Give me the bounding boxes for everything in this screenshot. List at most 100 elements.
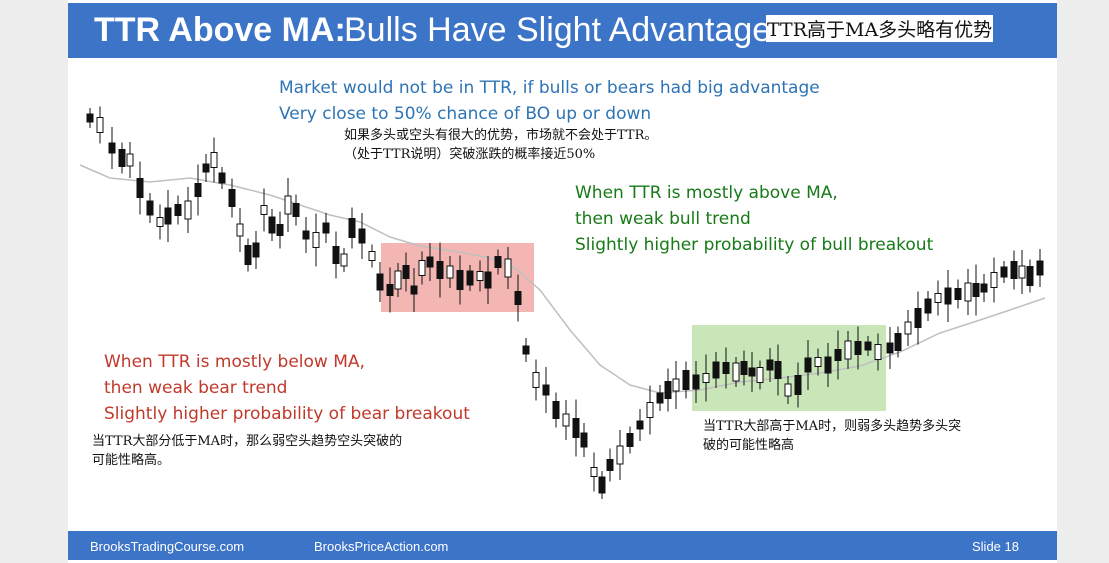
candlestick bbox=[394, 263, 402, 297]
candlestick bbox=[410, 268, 418, 312]
candlestick bbox=[1000, 261, 1008, 283]
note-top-english: Market would not be in TTR, if bulls or … bbox=[279, 75, 820, 127]
candlestick bbox=[598, 471, 606, 499]
candlestick bbox=[466, 265, 474, 291]
candlestick bbox=[164, 190, 172, 242]
candlestick bbox=[646, 385, 654, 435]
candlestick bbox=[436, 242, 444, 298]
candlestick bbox=[456, 255, 464, 305]
candlestick bbox=[580, 423, 588, 457]
candlestick bbox=[194, 164, 202, 216]
candlestick bbox=[1010, 250, 1018, 290]
note-bear-line-1: When TTR is mostly below MA, bbox=[104, 352, 365, 372]
candlestick bbox=[312, 213, 320, 267]
candlestick bbox=[616, 430, 624, 480]
note-bear-line-3: Slightly higher probability of bear brea… bbox=[104, 404, 470, 424]
note-top-line-2: Very close to 50% chance of BO up or dow… bbox=[279, 104, 652, 124]
candlestick bbox=[748, 352, 756, 392]
candlestick bbox=[904, 310, 912, 346]
candlestick bbox=[402, 252, 410, 292]
candlestick bbox=[626, 426, 634, 454]
candlestick bbox=[302, 217, 310, 253]
footer-bar: BrooksTradingCourse.com BrooksPriceActio… bbox=[68, 531, 1057, 560]
candlestick bbox=[156, 204, 164, 240]
candlestick bbox=[348, 207, 356, 249]
candlestick bbox=[824, 343, 832, 387]
moving-average-line bbox=[79, 164, 1046, 394]
candlestick bbox=[664, 368, 672, 412]
candlestick bbox=[894, 326, 902, 358]
note-bull-chinese: 当TTR大部高于MA时，则弱多头趋势多头突 破的可能性略高 bbox=[703, 417, 962, 455]
candlestick bbox=[682, 361, 690, 399]
note-bull-line-1: When TTR is mostly above MA, bbox=[575, 183, 838, 203]
candlestick bbox=[292, 194, 300, 226]
candlestick bbox=[874, 333, 882, 371]
note-top-line-1: Market would not be in TTR, if bulls or … bbox=[279, 78, 820, 98]
candlestick bbox=[804, 340, 812, 390]
note-top-chinese: 如果多头或空头有很大的优势，市场就不会处于TTR。 （处于TTR说明）突破涨跌的… bbox=[344, 126, 658, 164]
candlestick bbox=[572, 399, 580, 457]
candlestick bbox=[692, 361, 700, 403]
candlestick bbox=[260, 188, 268, 232]
note-bull-line-3: Slightly higher probability of bull brea… bbox=[575, 235, 934, 255]
candlestick bbox=[712, 352, 720, 388]
footer-site-left: BrooksTradingCourse.com bbox=[90, 539, 245, 554]
candlestick bbox=[886, 327, 894, 369]
candlestick bbox=[774, 344, 782, 396]
candlestick bbox=[418, 251, 426, 285]
candlestick bbox=[86, 108, 94, 128]
candlestick bbox=[722, 347, 730, 389]
candlestick bbox=[1026, 259, 1034, 293]
candlestick bbox=[244, 238, 252, 272]
candlestick bbox=[854, 326, 862, 370]
note-bull-english: When TTR is mostly above MA, then weak b… bbox=[575, 180, 933, 258]
candlestick bbox=[118, 142, 126, 174]
candlestick bbox=[228, 178, 236, 218]
note-bull-line-2: then weak bull trend bbox=[575, 209, 751, 229]
note-bear-cn-line-1: 当TTR大部分低于MA时，那么弱空头趋势空头突破的 bbox=[92, 434, 403, 449]
candlestick bbox=[990, 257, 998, 303]
candlestick bbox=[368, 244, 376, 268]
note-bear-english: When TTR is mostly below MA, then weak b… bbox=[104, 349, 470, 427]
candlestick bbox=[784, 376, 792, 404]
candlestick bbox=[322, 213, 330, 243]
candlestick bbox=[386, 267, 394, 313]
candlestick bbox=[340, 248, 348, 272]
candlestick bbox=[476, 260, 484, 292]
candlestick bbox=[656, 385, 664, 411]
note-bear-line-2: then weak bear trend bbox=[104, 378, 288, 398]
candlestick bbox=[494, 249, 502, 275]
note-bull-cn-line-2: 破的可能性略高 bbox=[703, 438, 795, 453]
candlestick bbox=[532, 359, 540, 401]
candlestick bbox=[980, 274, 988, 302]
candlestick bbox=[732, 357, 740, 387]
candlestick bbox=[484, 256, 492, 304]
candlestick bbox=[504, 247, 512, 289]
candlestick bbox=[252, 231, 260, 269]
candlestick bbox=[934, 280, 942, 316]
candlestick bbox=[284, 178, 292, 232]
candlestick bbox=[376, 262, 384, 302]
candlestick bbox=[834, 330, 842, 380]
candlestick bbox=[236, 208, 244, 252]
footer-site-mid: BrooksPriceAction.com bbox=[314, 539, 449, 554]
candlestick bbox=[702, 354, 710, 402]
candlestick bbox=[358, 213, 366, 259]
candlestick bbox=[108, 127, 116, 169]
title-chinese: TTR高于MA多头略有优势 bbox=[766, 15, 994, 42]
candlestick bbox=[766, 348, 774, 382]
candlestick bbox=[514, 274, 522, 322]
candlestick bbox=[964, 269, 972, 315]
candlestick bbox=[202, 154, 210, 182]
candlestick bbox=[590, 452, 598, 492]
note-top-cn-line-2: （处于TTR说明）突破涨跌的概率接近50% bbox=[344, 147, 596, 162]
title-text: Bulls Have Slight Advantage bbox=[344, 11, 772, 49]
candlestick bbox=[126, 142, 134, 178]
candlestick bbox=[174, 195, 182, 225]
candlestick bbox=[864, 336, 872, 356]
note-bull-cn-line-1: 当TTR大部高于MA时，则弱多头趋势多头突 bbox=[703, 419, 962, 434]
note-top-cn-line-1: 如果多头或空头有很大的优势，市场就不会处于TTR。 bbox=[344, 128, 658, 143]
candlestick bbox=[606, 448, 614, 482]
candlestick bbox=[276, 211, 284, 249]
